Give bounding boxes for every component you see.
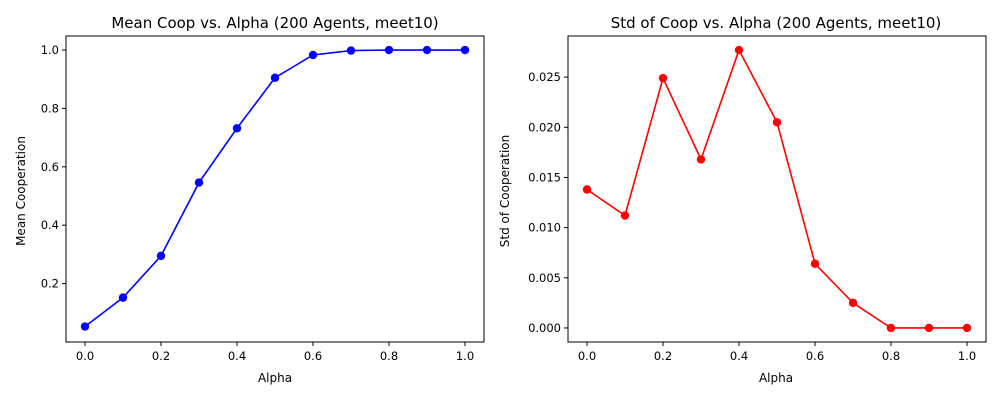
- y-tick-label: 0.4: [41, 218, 59, 232]
- x-tick-label: 0.6: [806, 349, 824, 363]
- x-tick-label: 0.4: [730, 349, 748, 363]
- x-tick-label: 0.8: [380, 349, 398, 363]
- data-point: [118, 293, 128, 302]
- plot-frame: [65, 35, 485, 343]
- axis-ticks: 0.0 0.2 0.4 0.6 0.8 1.0 0.2 0.4 0.6 0.8 1.0: [41, 43, 474, 363]
- data-point: [308, 50, 318, 60]
- y-tick-label: 0.6: [41, 160, 59, 174]
- y-tick-label: 0.010: [528, 221, 561, 235]
- chart-title: Std of Coop vs. Alpha (200 Agents, meet1…: [611, 14, 942, 32]
- data-point: [886, 323, 896, 333]
- data-point: [620, 211, 630, 220]
- data-point: [734, 45, 744, 55]
- y-tick-label: 0.8: [41, 101, 59, 115]
- data-point: [460, 45, 470, 55]
- y-tick-label: 0.2: [41, 277, 59, 291]
- data-point: [582, 185, 592, 194]
- y-tick-label: 1.0: [41, 43, 59, 57]
- data-point: [810, 259, 820, 268]
- series-line: [586, 48, 967, 329]
- x-tick-label: 0.6: [304, 349, 322, 363]
- data-point: [270, 73, 280, 82]
- data-point: [346, 46, 356, 55]
- x-axis-label: Alpha: [258, 371, 292, 385]
- y-tick-label: 0.005: [528, 271, 561, 285]
- data-point: [696, 155, 706, 164]
- x-tick-label: 1.0: [456, 349, 474, 363]
- y-axis-label: Mean Cooperation: [14, 136, 28, 246]
- data-point: [924, 323, 934, 333]
- x-tick-label: 1.0: [958, 349, 976, 363]
- mean-coop-chart: Mean Coop vs. Alpha (200 Agents, meet10)…: [14, 14, 485, 385]
- data-point: [80, 322, 90, 331]
- x-tick-label: 0.0: [578, 349, 596, 363]
- x-tick-label: 0.2: [654, 349, 672, 363]
- chart-title: Mean Coop vs. Alpha (200 Agents, meet10): [111, 14, 438, 32]
- data-point: [962, 323, 972, 333]
- data-point: [156, 251, 166, 261]
- x-axis-label: Alpha: [759, 371, 793, 385]
- y-tick-label: 0.015: [528, 170, 561, 184]
- x-tick-label: 0.8: [882, 349, 900, 363]
- x-tick-label: 0.4: [228, 349, 246, 363]
- data-point: [422, 45, 432, 55]
- y-tick-label: 0.000: [528, 321, 561, 335]
- std-coop-chart: Std of Coop vs. Alpha (200 Agents, meet1…: [498, 14, 987, 385]
- y-axis-label: Std of Cooperation: [498, 135, 512, 247]
- data-point: [232, 124, 242, 133]
- series: [582, 45, 972, 333]
- data-point: [658, 73, 668, 83]
- data-point: [848, 298, 858, 308]
- y-tick-label: 0.020: [528, 120, 561, 134]
- data-point: [772, 118, 782, 127]
- series: [80, 45, 470, 331]
- series-line: [84, 49, 465, 328]
- x-tick-label: 0.2: [152, 349, 170, 363]
- axis-ticks: 0.0 0.2 0.4 0.6 0.8 1.0 0.000 0.005 0.010 0.015 0.…: [528, 70, 976, 363]
- data-point: [194, 178, 204, 187]
- x-tick-label: 0.0: [76, 349, 94, 363]
- y-tick-label: 0.025: [528, 70, 561, 84]
- data-point: [384, 45, 394, 55]
- plot-frame: [567, 35, 987, 343]
